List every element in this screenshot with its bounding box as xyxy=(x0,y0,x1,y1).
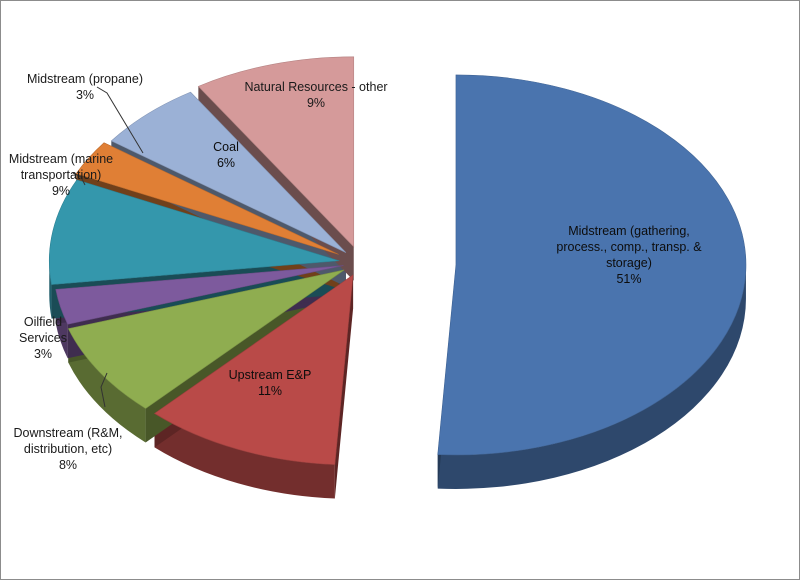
label-downstream: Downstream (R&M, distribution, etc) 8% xyxy=(13,426,123,472)
slice-5 xyxy=(75,142,339,255)
slice-side-0 xyxy=(437,264,746,489)
slice-side-2 xyxy=(68,328,146,443)
slice-6 xyxy=(110,91,347,253)
slice-cut-1-0 xyxy=(334,274,354,499)
slice-7 xyxy=(197,56,355,248)
slice-side-1 xyxy=(154,413,335,499)
slice-1 xyxy=(153,274,354,465)
label-coal: Coal 6% xyxy=(213,140,239,170)
label-midstream-propane: Midstream (propane) 3% xyxy=(26,72,143,102)
slice-3 xyxy=(55,265,344,325)
label-midstream-marine: Midstream (marine transportation) 9% xyxy=(8,152,114,198)
slice-2 xyxy=(67,269,345,409)
label-natural-resources-other: Natural Resources - other 9% xyxy=(244,80,388,110)
leader-downstream xyxy=(100,372,108,408)
label-midstream-gathering: Midstream (gathering, process., comp., t… xyxy=(556,224,702,286)
label-upstream: Upstream E&P 11% xyxy=(228,368,312,398)
leader-marine xyxy=(72,172,86,186)
slice-4 xyxy=(49,179,340,285)
label-oilfield-services: Oilfield Services 3% xyxy=(19,315,67,361)
slice-0 xyxy=(437,74,747,456)
leader-propane xyxy=(96,86,144,154)
